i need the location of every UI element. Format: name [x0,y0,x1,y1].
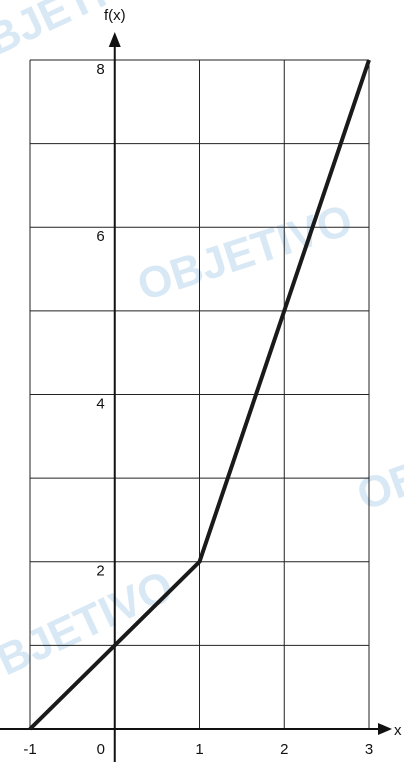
x-tick-label: -1 [23,741,36,758]
watermark-layer: OBJETIVO OBJETIVO OBJETIVO OBJETIVO [0,0,404,700]
y-tick-label: 4 [96,395,104,412]
y-axis-label: f(x) [104,7,126,24]
watermark: OBJETIVO [351,398,404,520]
function-line [28,59,371,731]
watermark: OBJETIVO [0,0,171,80]
x-tick-label: 3 [365,741,373,758]
x-tick-label: 0 [97,741,105,758]
y-tick-label: 2 [96,563,104,580]
x-axis-arrow [378,723,392,735]
y-tick-label: 6 [96,228,104,245]
watermark: OBJETIVO [132,195,359,310]
y-axis-arrow [108,32,121,47]
x-tick-label: 1 [195,741,203,758]
y-tick-label: 8 [96,61,104,78]
axes [0,32,392,762]
x-axis-label: x [394,722,402,739]
x-tick-label: 2 [280,741,288,758]
watermark: OBJETIVO [0,561,181,699]
